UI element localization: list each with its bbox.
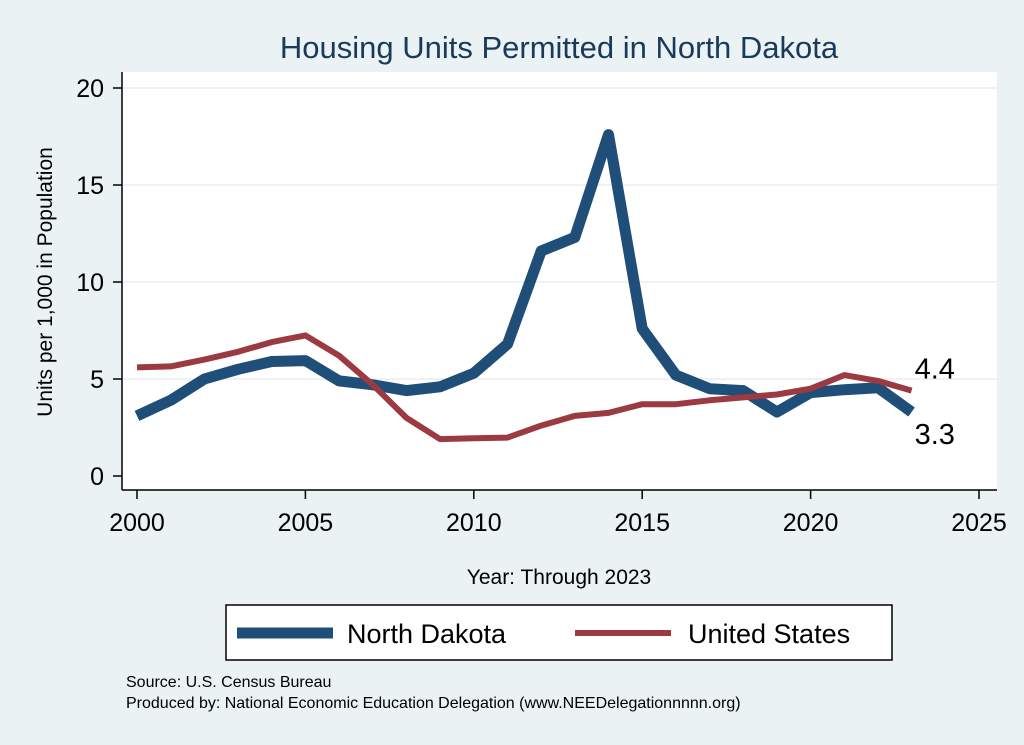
y-tick-label: 10 xyxy=(76,269,104,297)
series-lines xyxy=(134,129,915,443)
y-tick-label: 15 xyxy=(76,172,104,200)
y-tick-label: 5 xyxy=(90,366,104,394)
legend-label-north-dakota: North Dakota xyxy=(347,619,507,649)
x-tick-label: 2025 xyxy=(951,509,1007,537)
legend: North Dakota United States xyxy=(225,604,893,661)
x-tick-label: 2005 xyxy=(278,509,334,537)
x-tick-label: 2010 xyxy=(446,509,502,537)
producer-note: Produced by: National Economic Education… xyxy=(126,695,741,712)
y-tick-label: 0 xyxy=(90,463,104,491)
series-line-north-dakota xyxy=(134,129,915,421)
plot-area xyxy=(122,72,997,490)
series-line-united-states xyxy=(136,332,913,443)
x-axis-label: Year: Through 2023 xyxy=(467,566,652,589)
y-axis: 0 5 10 15 20 xyxy=(76,72,123,491)
y-axis-label: Units per 1,000 in Population xyxy=(34,147,57,417)
x-tick-label: 2020 xyxy=(783,509,839,537)
x-axis: 2000 2005 2010 2015 2020 2025 xyxy=(109,489,1007,537)
source-note: Source: U.S. Census Bureau xyxy=(126,674,331,691)
x-tick-label: 2015 xyxy=(614,509,670,537)
legend-box xyxy=(225,604,893,661)
end-label-united-states: 4.4 xyxy=(915,354,955,386)
x-tick-label: 2000 xyxy=(109,509,165,537)
legend-label-united-states: United States xyxy=(688,619,850,649)
chart-title: Housing Units Permitted in North Dakota xyxy=(280,30,839,65)
end-labels: 3.3 4.4 xyxy=(915,354,955,451)
end-label-north-dakota: 3.3 xyxy=(915,419,955,451)
y-tick-label: 20 xyxy=(76,75,104,103)
